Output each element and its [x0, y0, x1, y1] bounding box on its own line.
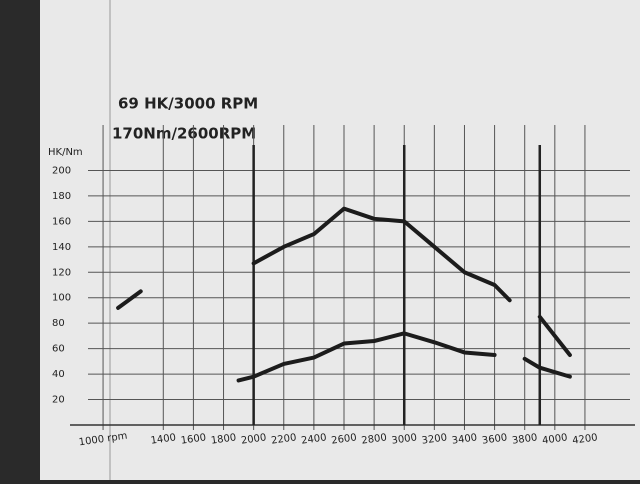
- x-tick-label: 3800: [511, 432, 538, 446]
- annotation: 170Nm/2600RPM: [112, 125, 256, 143]
- x-tick-label: 3600: [481, 432, 508, 446]
- x-tick-label: 3000: [391, 432, 418, 446]
- x-tick-label: 1800: [210, 432, 237, 446]
- y-tick-label: 20: [52, 395, 65, 406]
- y-tick-label: 200: [52, 165, 71, 176]
- series-line: [236, 331, 572, 383]
- y-tick-label: 80: [52, 318, 65, 329]
- series-line: [116, 206, 572, 357]
- x-tick-label: 2200: [270, 432, 297, 446]
- y-tick-label: 120: [52, 267, 71, 278]
- x-tick-label: 4000: [542, 432, 569, 446]
- paper: [40, 0, 640, 480]
- y-tick-label: 40: [52, 369, 65, 380]
- x-tick-label: 1400: [150, 432, 177, 446]
- x-tick-label: 2600: [331, 432, 358, 446]
- y-tick-label: 140: [52, 242, 71, 253]
- y-axis-label: HK/Nm: [48, 147, 83, 158]
- x-tick-label: 2400: [301, 432, 328, 446]
- x-tick-label: 3400: [451, 432, 478, 446]
- y-tick-label: 100: [52, 293, 71, 304]
- annotation: 69 HK/3000 RPM: [118, 95, 258, 113]
- y-tick-label: 60: [52, 344, 65, 355]
- y-tick-label: 160: [52, 216, 71, 227]
- x-tick-label: 2800: [361, 432, 388, 446]
- x-tick-label: 2000: [240, 432, 267, 446]
- y-tick-label: 180: [52, 191, 71, 202]
- x-tick-label: 1600: [180, 432, 207, 446]
- x-tick-label: 4200: [572, 432, 599, 446]
- x-tick-label: 3200: [421, 432, 448, 446]
